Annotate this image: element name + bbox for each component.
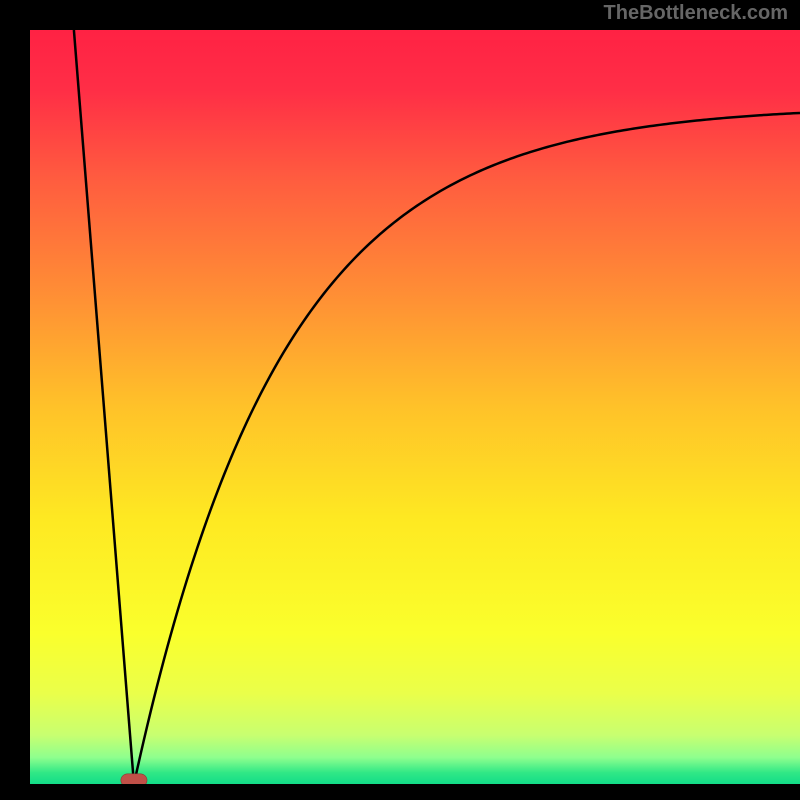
plot-area [30,30,800,784]
optimum-marker [121,774,147,784]
chart-svg [30,30,800,784]
chart-container: TheBottleneck.com [0,0,800,800]
attribution-text: TheBottleneck.com [604,0,788,26]
chart-background [30,30,800,784]
